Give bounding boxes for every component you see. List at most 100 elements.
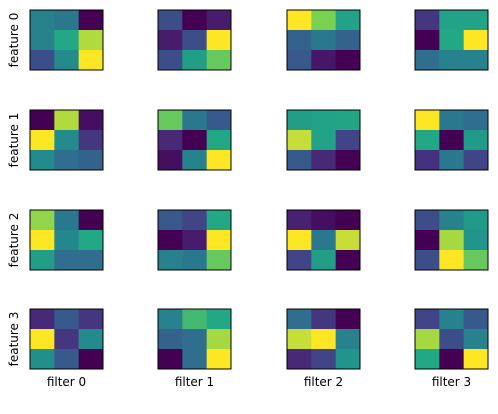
heatmap-cell <box>287 329 312 350</box>
heatmap-cell <box>311 309 337 330</box>
heatmap-cell <box>206 329 232 350</box>
heatmap-cell <box>78 30 104 51</box>
heatmap-cell <box>30 329 55 350</box>
col-label-filter-2: filter 2 <box>304 375 343 389</box>
heatmap-cell <box>463 250 489 271</box>
heatmap-cell <box>78 349 104 370</box>
heatmap-cell <box>158 30 183 51</box>
heatmap-cell <box>311 210 337 231</box>
heatmap-cell <box>78 210 104 231</box>
heatmap-cell <box>78 10 104 31</box>
heatmap-cell <box>311 30 337 51</box>
heatmap-cell <box>206 50 232 71</box>
col-label-filter-0: filter 0 <box>47 375 86 389</box>
heatmap-cell <box>439 250 465 271</box>
panel-frame <box>286 9 361 71</box>
heatmap-cell <box>182 230 208 251</box>
col-label-filter-1: filter 1 <box>175 375 214 389</box>
heatmap-cell <box>158 50 183 71</box>
heatmap-cell <box>182 50 208 71</box>
heatmap-cell <box>415 110 440 131</box>
heatmap-cell <box>206 150 232 171</box>
heatmap-cell <box>158 110 183 131</box>
panel-feature-0-filter-1 <box>157 9 232 71</box>
heatmap-cell <box>54 349 80 370</box>
heatmap-cell <box>439 30 465 51</box>
heatmap-cell <box>311 10 337 31</box>
heatmap-cell <box>158 130 183 151</box>
heatmap-cell <box>287 309 312 330</box>
heatmap-cell <box>311 329 337 350</box>
panel-feature-1-filter-0 <box>29 109 104 171</box>
heatmap-cell <box>335 210 361 231</box>
heatmap-cell <box>335 309 361 330</box>
row-label-feature-3: feature 3 <box>7 312 21 367</box>
heatmap-cell <box>30 150 55 171</box>
heatmap-cell <box>439 349 465 370</box>
heatmap-cell <box>78 309 104 330</box>
heatmap-cell <box>415 10 440 31</box>
heatmap-cell <box>30 30 55 51</box>
heatmap-cell <box>311 50 337 71</box>
heatmap-cell <box>78 150 104 171</box>
panel-feature-2-filter-1 <box>157 209 232 271</box>
heatmap-cell <box>54 230 80 251</box>
heatmap-cell <box>439 10 465 31</box>
heatmap-cell <box>78 230 104 251</box>
heatmap-cell <box>78 130 104 151</box>
heatmap-cell <box>30 210 55 231</box>
heatmap-cell <box>463 349 489 370</box>
panel-frame <box>286 308 361 370</box>
heatmap-cell <box>287 10 312 31</box>
heatmap-cell <box>439 210 465 231</box>
heatmap-cell <box>463 210 489 231</box>
heatmap-cell <box>335 329 361 350</box>
heatmap-cell <box>182 210 208 231</box>
heatmap-cell <box>182 110 208 131</box>
heatmap-cell <box>287 30 312 51</box>
heatmap-cell <box>158 349 183 370</box>
panel-feature-2-filter-2 <box>286 209 361 271</box>
heatmap-cell <box>335 10 361 31</box>
heatmap-cell <box>206 10 232 31</box>
heatmap-cell <box>335 50 361 71</box>
heatmap-cell <box>30 130 55 151</box>
panel-frame <box>414 9 489 71</box>
heatmap-cell <box>30 309 55 330</box>
heatmap-cell <box>30 10 55 31</box>
heatmap-cell <box>54 150 80 171</box>
col-label-filter-3: filter 3 <box>432 375 471 389</box>
heatmap-cell <box>206 110 232 131</box>
heatmap-cell <box>182 130 208 151</box>
heatmap-cell <box>287 230 312 251</box>
heatmap-cell <box>287 110 312 131</box>
panel-frame <box>286 209 361 271</box>
heatmap-cell <box>30 110 55 131</box>
panel-frame <box>29 9 104 71</box>
heatmap-cell <box>54 110 80 131</box>
heatmap-cell <box>287 50 312 71</box>
heatmap-cell <box>335 250 361 271</box>
heatmap-cell <box>439 130 465 151</box>
heatmap-cell <box>54 210 80 231</box>
heatmap-cell <box>287 210 312 231</box>
heatmap-cell <box>30 230 55 251</box>
heatmap-cell <box>335 349 361 370</box>
heatmap-cell <box>463 150 489 171</box>
heatmap-cell <box>182 349 208 370</box>
heatmap-cell <box>463 329 489 350</box>
heatmap-cell <box>54 309 80 330</box>
heatmap-cell <box>206 210 232 231</box>
heatmap-cell <box>158 230 183 251</box>
heatmap-cell <box>439 309 465 330</box>
row-label-feature-1: feature 1 <box>7 113 21 168</box>
heatmap-cell <box>78 250 104 271</box>
panel-feature-0-filter-2 <box>286 9 361 71</box>
panel-frame <box>29 109 104 171</box>
panel-feature-1-filter-2 <box>286 109 361 171</box>
heatmap-cell <box>206 230 232 251</box>
heatmap-cell <box>287 130 312 151</box>
heatmap-cell <box>439 50 465 71</box>
heatmap-cell <box>463 230 489 251</box>
